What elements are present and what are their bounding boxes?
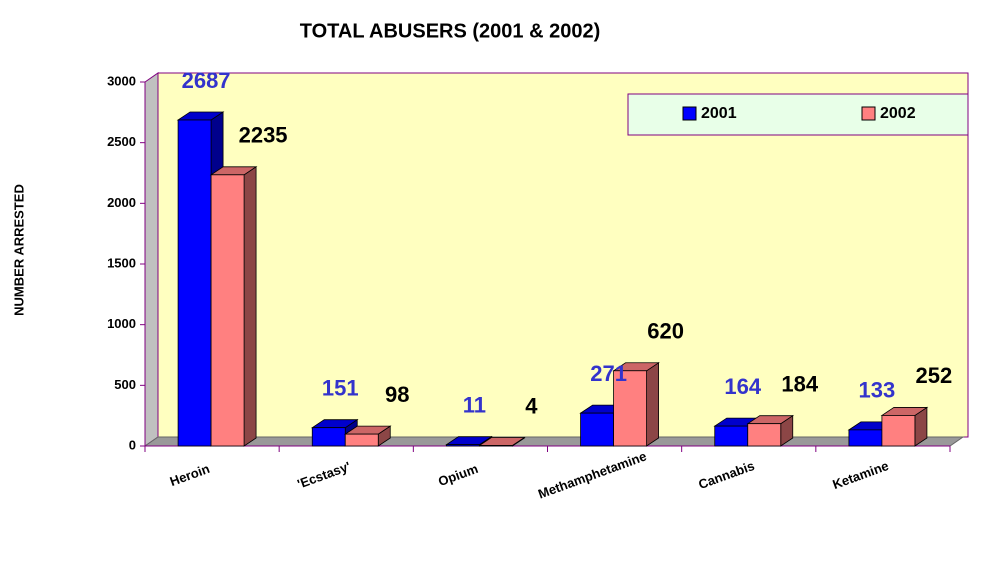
y-tick-label: 2500 <box>107 134 136 149</box>
bar <box>880 406 929 447</box>
legend-label: 2001 <box>701 105 737 122</box>
data-label: 4 <box>525 393 538 418</box>
legend <box>627 93 969 136</box>
chart-title: TOTAL ABUSERS (2001 & 2002) <box>300 20 600 42</box>
y-tick-label: 500 <box>114 377 136 392</box>
x-tick-label: Ketamine <box>830 458 890 492</box>
data-label: 164 <box>724 374 761 399</box>
data-label: 271 <box>590 361 627 386</box>
bar-face <box>446 444 480 447</box>
bar <box>746 414 795 447</box>
data-label: 11 <box>463 392 486 417</box>
y-axis-label: NUMBER ARRESTED <box>11 184 26 316</box>
bar <box>343 425 392 447</box>
legend-swatch <box>682 106 697 121</box>
bar <box>478 436 526 447</box>
y-tick-label: 2000 <box>107 195 136 210</box>
bar-face <box>243 166 257 447</box>
bar-face <box>848 429 883 447</box>
x-tick-label: Opium <box>436 461 480 489</box>
bar-face <box>344 433 379 447</box>
x-tick-label: Heroin <box>168 461 212 489</box>
data-label: 2235 <box>239 123 288 148</box>
data-label: 133 <box>859 378 896 403</box>
bar-face <box>210 174 245 447</box>
y-tick-label: 0 <box>129 437 136 452</box>
bar <box>209 166 258 447</box>
bar-face <box>747 423 782 447</box>
legend-swatch <box>861 106 876 121</box>
data-label: 151 <box>322 375 359 400</box>
floor <box>143 436 965 447</box>
bar-face <box>714 425 749 447</box>
bar <box>612 362 660 447</box>
data-label: 252 <box>916 363 953 388</box>
legend-label: 2002 <box>880 105 916 122</box>
y-tick-label: 1500 <box>107 255 136 270</box>
data-label: 184 <box>781 371 818 396</box>
data-label: 2687 <box>182 68 231 93</box>
bar-face <box>613 370 647 447</box>
bar-face <box>646 362 659 447</box>
data-label: 620 <box>647 319 684 344</box>
x-tick-label: 'Ecstasy' <box>295 458 352 491</box>
bar-face <box>881 415 916 447</box>
side-wall <box>144 72 159 447</box>
data-label: 98 <box>385 382 409 407</box>
x-tick-label: Methamphetamine <box>536 448 648 501</box>
bar-face <box>311 427 346 447</box>
y-tick-label: 3000 <box>107 73 136 88</box>
x-tick-label: Cannabis <box>696 458 756 492</box>
bar-face <box>177 119 212 447</box>
y-tick-label: 1000 <box>107 316 136 331</box>
bar-face <box>580 412 614 447</box>
